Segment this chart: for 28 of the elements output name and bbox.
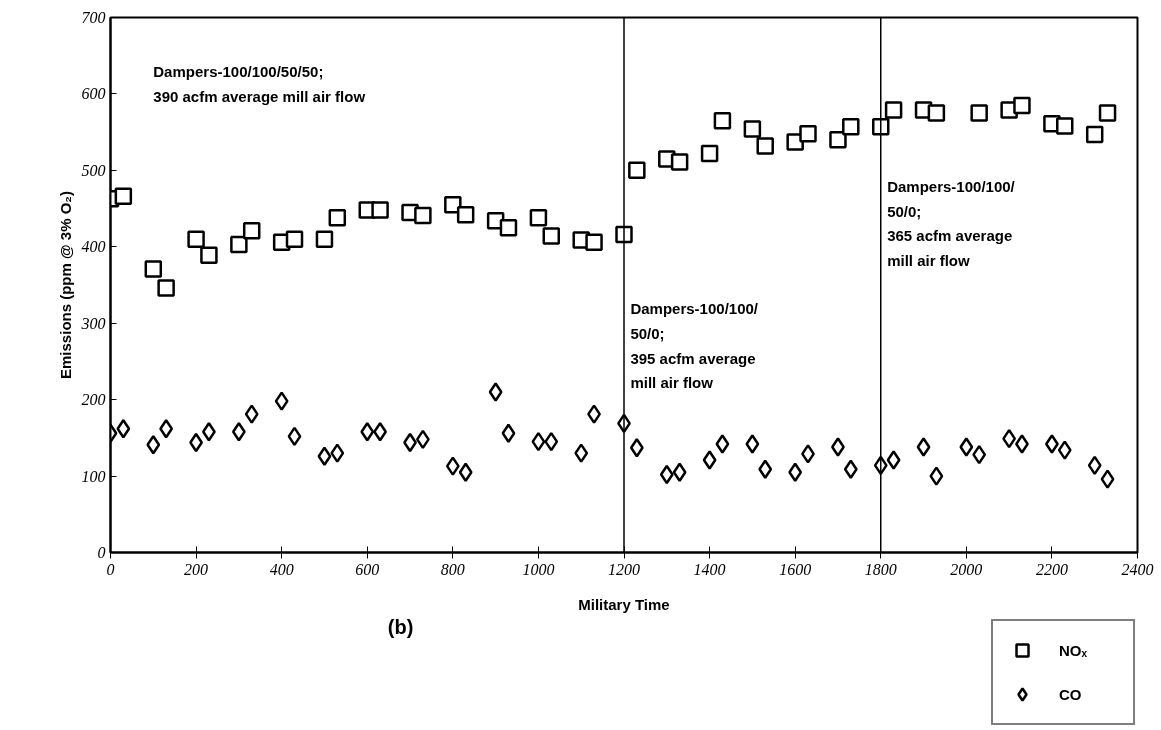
x-axis-title: Military Time — [578, 595, 670, 613]
x-tick-label: 1600 — [779, 560, 812, 578]
y-axis-title: Emissions (ppm @ 3% O₂) — [56, 191, 74, 379]
x-tick-label: 1400 — [693, 560, 726, 578]
legend-label: NOₓ — [1059, 641, 1088, 659]
x-tick-label: 800 — [440, 560, 465, 578]
y-tick-label: 300 — [80, 314, 106, 332]
text: (b) — [387, 615, 414, 638]
x-tick-label: 400 — [269, 560, 294, 578]
y-tick-label: 400 — [81, 238, 106, 256]
x-tick-label: 2400 — [1121, 560, 1154, 578]
annotation: Dampers-100/100/ 50/0; 365 acfm average mill air flow — [887, 178, 1016, 269]
x-tick-label: 200 — [184, 560, 209, 578]
y-tick-label: 0 — [97, 544, 106, 561]
y-tick-label: 600 — [81, 85, 106, 103]
annotation: Dampers-100/100/50/50; 390 acfm average mill air flow — [153, 63, 366, 106]
x-tick-label: 2000 — [950, 560, 983, 578]
x-tick-label: 1000 — [522, 560, 555, 578]
annotation: Dampers-100/100/ 50/0; 395 acfm average mill air flow — [630, 300, 759, 392]
y-tick-label: 100 — [81, 467, 106, 485]
y-tick-label: 200 — [81, 391, 106, 409]
x-tick-label: 1200 — [608, 560, 640, 578]
legend-label: CO — [1059, 685, 1083, 703]
x-tick-label: 1800 — [864, 560, 897, 578]
x-tick-label: 600 — [355, 560, 380, 578]
y-tick-label: 500 — [81, 161, 106, 179]
y-tick-label: 700 — [81, 9, 106, 26]
x-tick-label: 2200 — [1035, 560, 1068, 578]
